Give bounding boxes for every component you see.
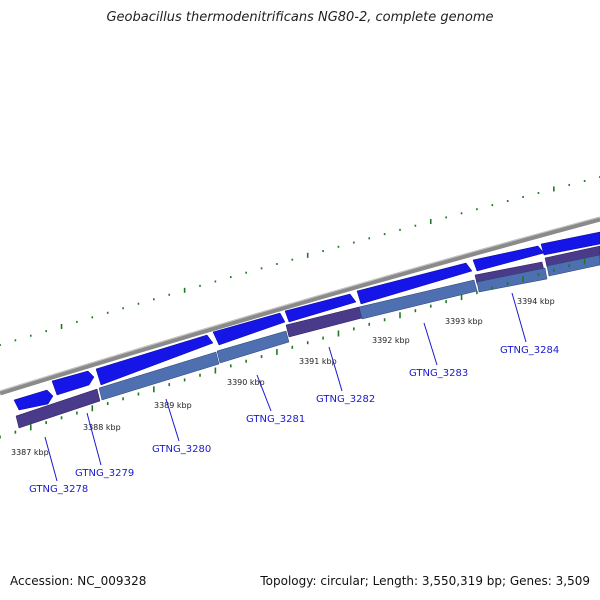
genome-backbone [0, 216, 600, 396]
kbp-tick-label: 3388 kbp [83, 423, 121, 432]
gene-arrow-forward[interactable] [13, 389, 54, 411]
gene-label[interactable]: GTNG_3283 [409, 368, 468, 379]
kbp-tick-label: 3391 kbp [299, 357, 337, 366]
gene-arrow-reverse[interactable] [546, 254, 600, 277]
gene-label[interactable]: GTNG_3279 [75, 468, 134, 479]
gene-label[interactable]: GTNG_3278 [29, 484, 88, 495]
kbp-tick-label: 3392 kbp [372, 336, 410, 345]
gene-label[interactable]: GTNG_3284 [500, 345, 559, 356]
kbp-tick-label: 3393 kbp [445, 317, 483, 326]
kbp-tick-label: 3387 kbp [11, 448, 49, 457]
forward-strand-track [13, 231, 600, 411]
gene-arrow-reverse[interactable] [358, 279, 478, 320]
gene-arrow-reverse[interactable] [15, 388, 101, 429]
gene-labels: GTNG_3278 GTNG_3279 GTNG_3280 GTNG_3281 … [29, 345, 559, 495]
kbp-tick-label: 3394 kbp [517, 297, 555, 306]
reverse-strand-track [15, 245, 600, 429]
gene-arrow-forward[interactable] [356, 262, 473, 305]
gene-arrow-reverse[interactable] [98, 351, 220, 401]
gene-arrow-reverse[interactable] [544, 245, 600, 268]
kbp-tick-label: 3389 kbp [154, 401, 192, 410]
kbp-scale: 3387 kbp 3388 kbp 3389 kbp 3390 kbp 3391… [11, 297, 555, 457]
gene-label-leaders [44, 292, 527, 482]
kbp-tick-label: 3390 kbp [227, 378, 265, 387]
inner-tick-track [0, 255, 600, 439]
gene-label[interactable]: GTNG_3280 [152, 444, 211, 455]
gene-arrow-forward[interactable] [95, 334, 214, 386]
genome-summary-text: Topology: circular; Length: 3,550,319 bp… [260, 574, 590, 588]
gene-arrow-forward[interactable] [284, 293, 357, 323]
gene-arrow-reverse[interactable] [216, 330, 290, 364]
gene-label[interactable]: GTNG_3281 [246, 414, 305, 425]
gene-arrow-forward[interactable] [212, 312, 286, 346]
genome-backbone-highlight [0, 216, 600, 392]
genome-title: Geobacillus thermodenitrificans NG80-2, … [106, 10, 494, 25]
accession-text: Accession: NC_009328 [10, 574, 147, 588]
gene-label[interactable]: GTNG_3282 [316, 394, 375, 405]
gene-arrow-forward[interactable] [51, 370, 95, 396]
gene-arrow-reverse[interactable] [476, 267, 548, 293]
gene-arrow-forward[interactable] [540, 231, 600, 256]
gc-skew-track [0, 176, 600, 346]
